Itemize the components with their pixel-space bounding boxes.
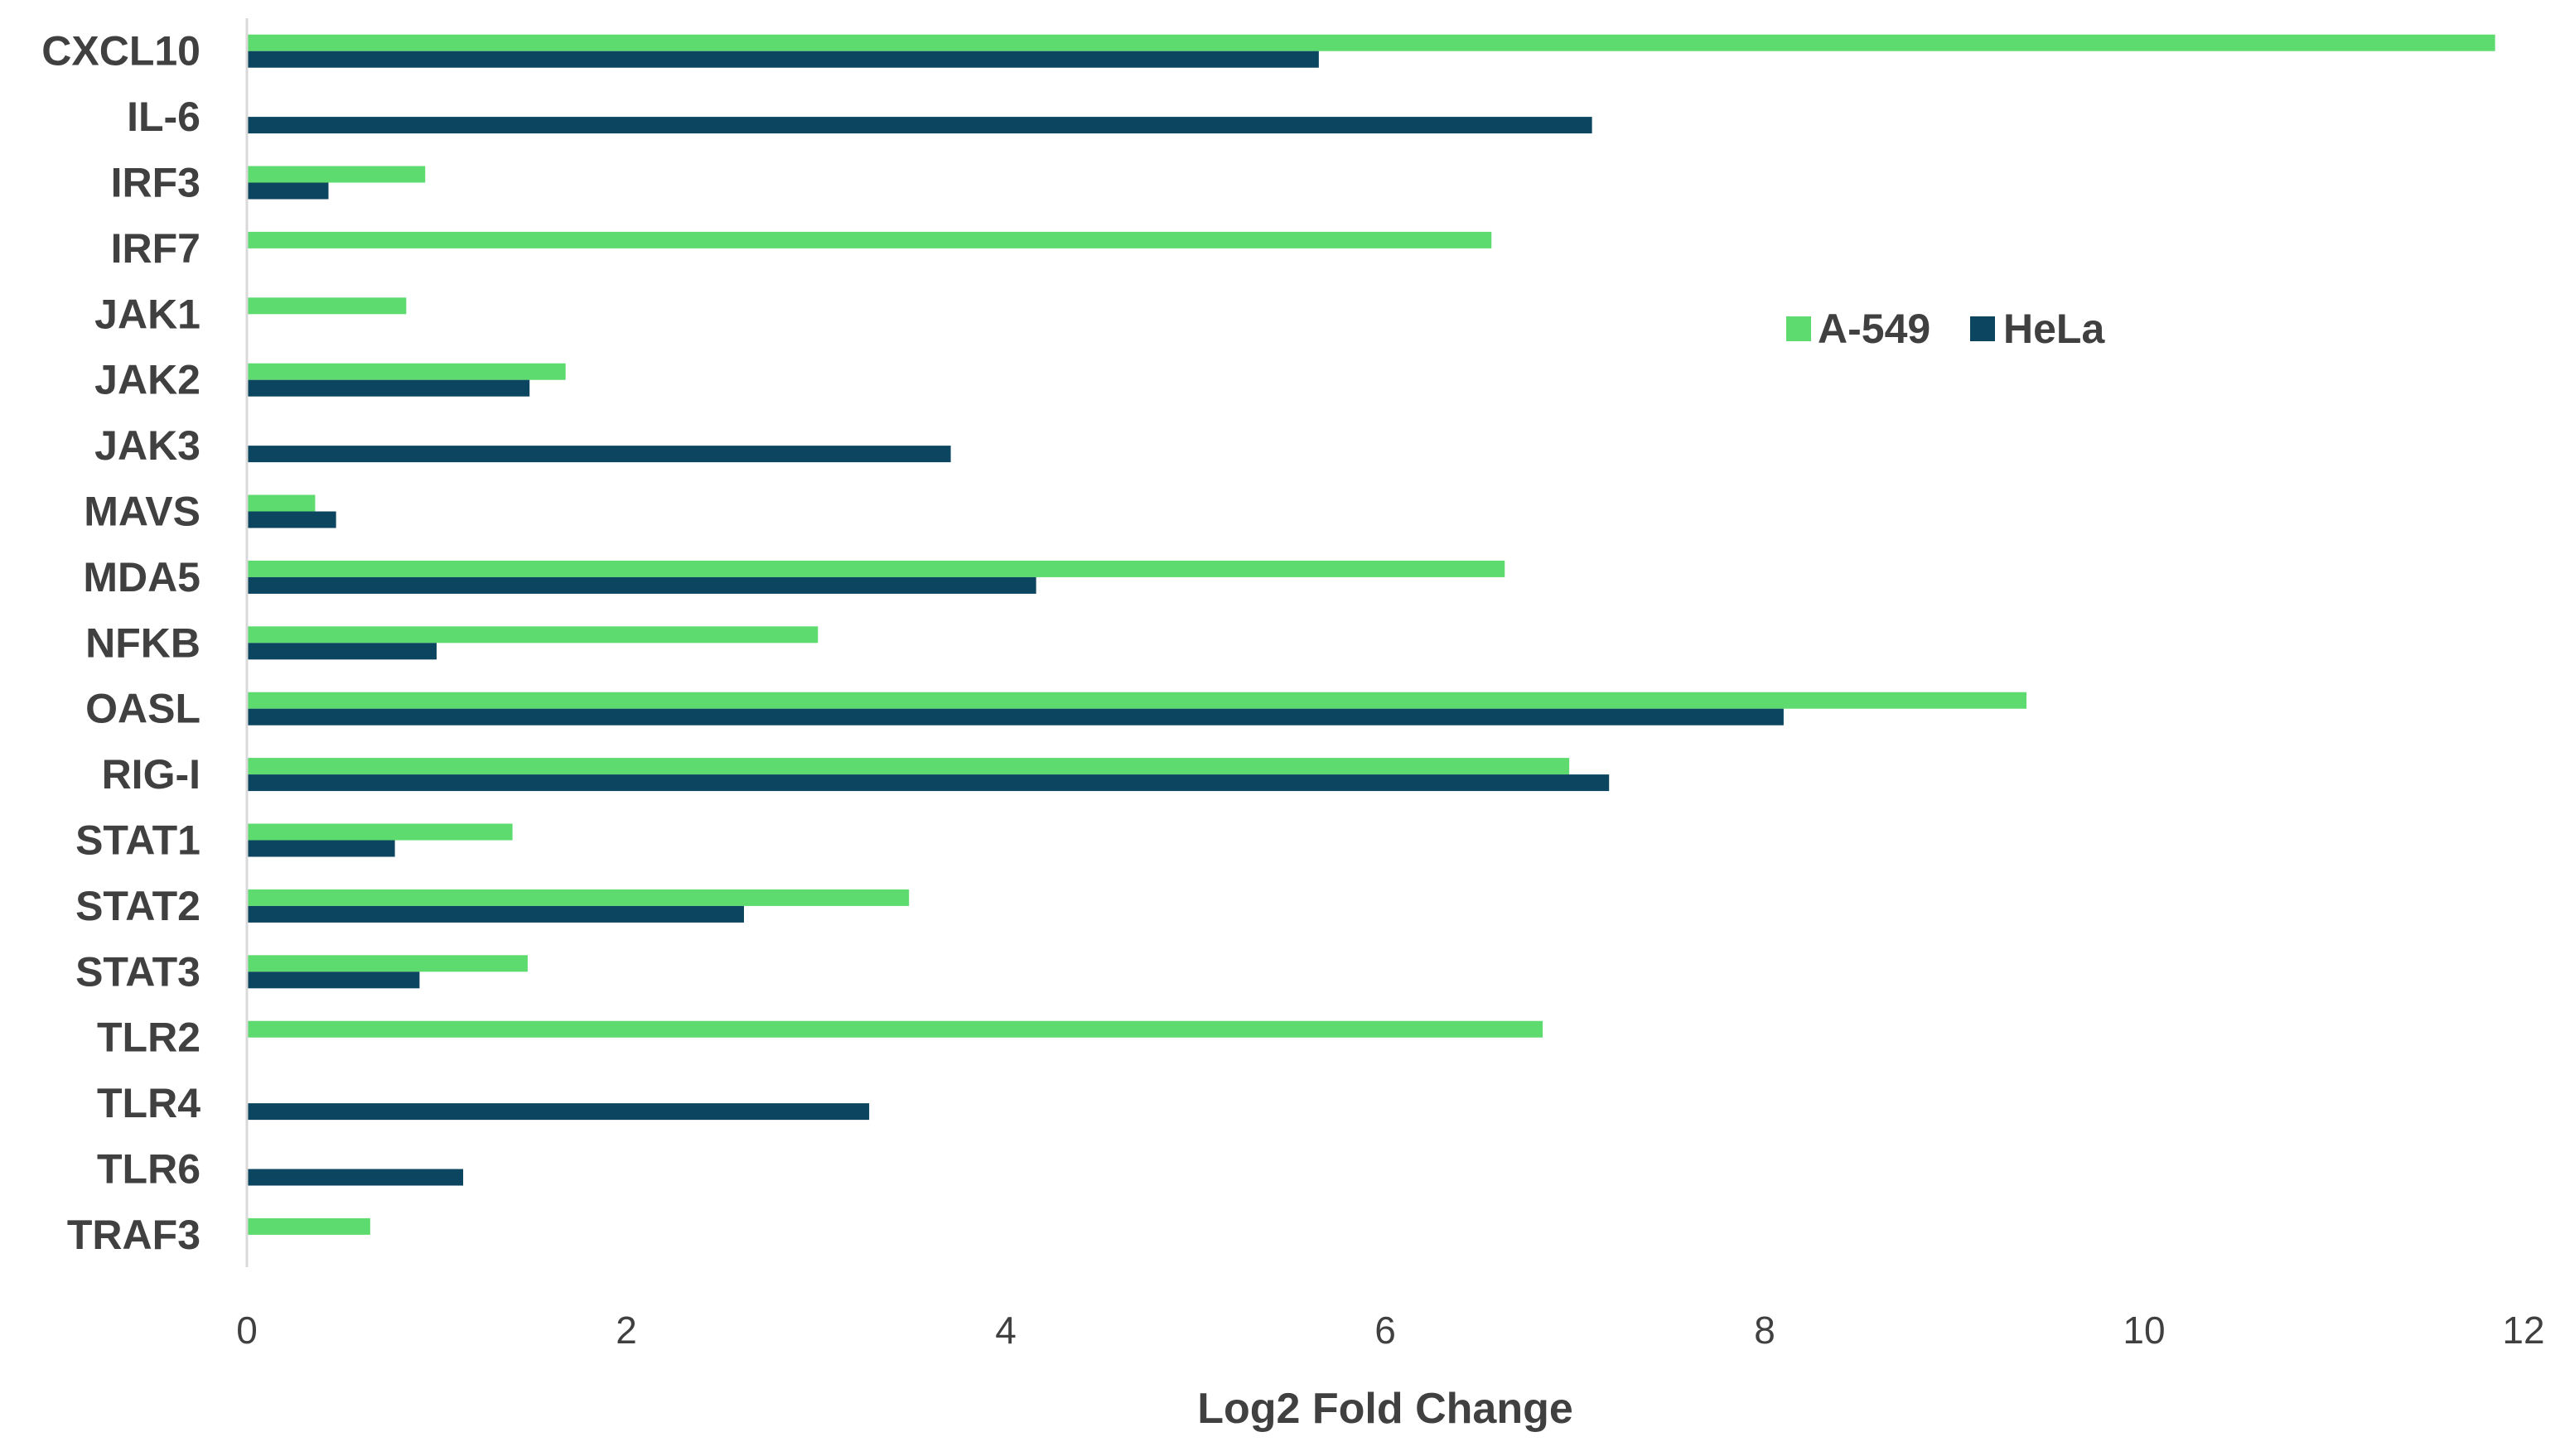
bar-hela-stat1 bbox=[247, 840, 395, 857]
category-label-traf3: TRAF3 bbox=[67, 1212, 200, 1258]
bar-a-549-mavs bbox=[247, 494, 316, 512]
bar-hela-tlr4 bbox=[247, 1103, 870, 1121]
bar-hela-jak3 bbox=[247, 446, 951, 463]
bar-a-549-irf3 bbox=[247, 166, 426, 183]
x-tick-label-6: 6 bbox=[1374, 1309, 1396, 1352]
category-label-jak1: JAK1 bbox=[94, 291, 200, 337]
bar-hela-rig-i bbox=[247, 774, 1610, 792]
category-label-il-6: IL-6 bbox=[127, 94, 200, 140]
bar-a-549-jak2 bbox=[247, 363, 566, 380]
category-label-stat1: STAT1 bbox=[75, 817, 200, 864]
bar-a-549-jak1 bbox=[247, 297, 407, 315]
category-label-irf3: IRF3 bbox=[111, 160, 200, 206]
category-label-tlr6: TLR6 bbox=[97, 1146, 200, 1193]
category-label-tlr4: TLR4 bbox=[97, 1080, 200, 1126]
category-label-jak2: JAK2 bbox=[94, 357, 200, 403]
x-tick-label-10: 10 bbox=[2123, 1309, 2165, 1352]
legend-swatch-a-549 bbox=[1786, 316, 1811, 341]
legend: A-549 HeLa bbox=[1786, 306, 2105, 352]
category-label-oasl: OASL bbox=[85, 686, 200, 732]
category-label-rig-i: RIG-I bbox=[102, 751, 200, 798]
bar-hela-oasl bbox=[247, 708, 1784, 726]
bar-a-549-oasl bbox=[247, 692, 2027, 709]
x-tick-label-12: 12 bbox=[2502, 1309, 2544, 1352]
category-label-jak3: JAK3 bbox=[94, 422, 200, 469]
bar-a-549-rig-i bbox=[247, 758, 1570, 775]
bar-a-549-irf7 bbox=[247, 231, 1492, 248]
category-label-nfkb: NFKB bbox=[85, 620, 200, 666]
bar-hela-cxcl10 bbox=[247, 51, 1319, 68]
legend-label-hela: HeLa bbox=[2003, 306, 2105, 352]
category-label-mavs: MAVS bbox=[84, 489, 200, 535]
bar-a-549-stat2 bbox=[247, 889, 910, 906]
bar-hela-stat3 bbox=[247, 971, 420, 989]
bar-a-549-traf3 bbox=[247, 1217, 370, 1235]
category-label-mda5: MDA5 bbox=[83, 554, 200, 600]
category-label-irf7: IRF7 bbox=[111, 225, 200, 272]
bar-a-549-nfkb bbox=[247, 626, 819, 644]
category-label-tlr2: TLR2 bbox=[97, 1015, 200, 1061]
bar-hela-stat2 bbox=[247, 905, 744, 923]
bar-a-549-mda5 bbox=[247, 560, 1505, 577]
bar-hela-nfkb bbox=[247, 643, 437, 660]
category-label-cxcl10: CXCL10 bbox=[41, 28, 200, 75]
category-label-stat3: STAT3 bbox=[75, 948, 200, 995]
x-tick-label-2: 2 bbox=[616, 1309, 637, 1352]
bar-hela-il-6 bbox=[247, 117, 1592, 134]
legend-swatch-hela bbox=[1970, 316, 1995, 341]
legend-label-a-549: A-549 bbox=[1818, 306, 1930, 352]
x-axis-title: Log2 Fold Change bbox=[1197, 1385, 1573, 1433]
x-tick-label-0: 0 bbox=[236, 1309, 258, 1352]
x-tick-label-8: 8 bbox=[1754, 1309, 1775, 1352]
bar-hela-jak2 bbox=[247, 379, 530, 397]
bar-a-549-stat1 bbox=[247, 823, 513, 841]
x-tick-label-4: 4 bbox=[995, 1309, 1017, 1352]
bar-hela-irf3 bbox=[247, 182, 329, 200]
bar-a-549-stat3 bbox=[247, 955, 528, 972]
bar-a-549-tlr2 bbox=[247, 1020, 1543, 1038]
category-label-stat2: STAT2 bbox=[75, 883, 200, 929]
bar-hela-tlr6 bbox=[247, 1169, 464, 1186]
bar-a-549-cxcl10 bbox=[247, 34, 2495, 51]
bar-hela-mda5 bbox=[247, 576, 1036, 594]
bar-hela-mavs bbox=[247, 511, 336, 528]
category-labels: CXCL10 IL-6 IRF3 IRF7 JAK1 JAK2 JAK3 MAVS MDA5 NF… bbox=[41, 28, 200, 1258]
x-tick-labels: 0 2 4 6 8 10 12 bbox=[236, 1309, 2544, 1352]
bars-group bbox=[247, 34, 2495, 1235]
